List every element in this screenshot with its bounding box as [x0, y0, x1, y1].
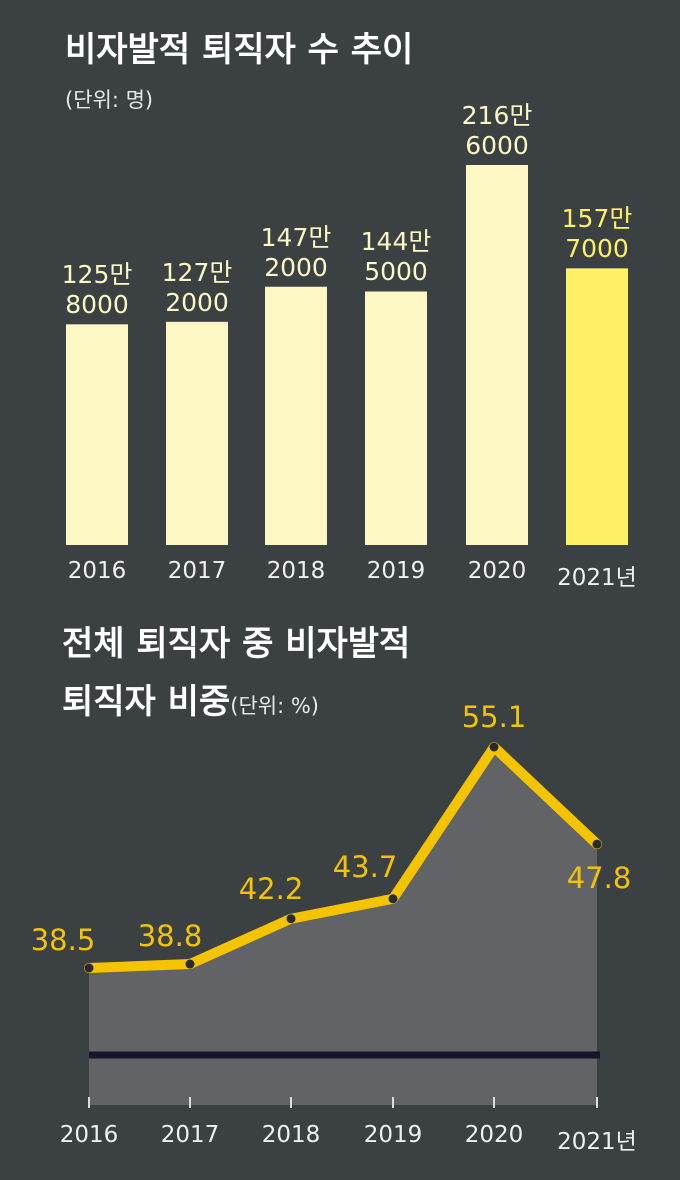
x-tick-label: 2019 — [366, 558, 426, 584]
x-tick-label: 2020 — [464, 1122, 524, 1148]
point — [489, 742, 499, 752]
chart-title: 전체 퇴직자 중 비자발적 퇴직자 비중 — [62, 624, 411, 722]
x-tick-label: 2016 — [59, 1122, 119, 1148]
value-label: 147만 2000 — [260, 222, 332, 282]
point — [185, 959, 195, 969]
value-label: 157만 7000 — [561, 204, 633, 264]
x-tick-label: 2021년 — [557, 1129, 637, 1155]
bar — [466, 165, 528, 545]
value-label: 125만 8000 — [61, 260, 133, 320]
bar — [166, 321, 228, 545]
area — [89, 747, 597, 1105]
bar — [365, 291, 427, 545]
value-label: 38.5 — [30, 923, 96, 957]
value-label: 127만 2000 — [161, 257, 233, 317]
chart-heading: 전체 퇴직자 중 비자발적 퇴직자 비중(단위: %) — [62, 618, 512, 734]
bar — [566, 268, 628, 545]
x-tick-label: 2019 — [363, 1122, 423, 1148]
chart-subtitle: (단위: 명) — [65, 88, 154, 112]
x-tick-label: 2020 — [467, 558, 527, 584]
value-label: 38.8 — [137, 919, 203, 953]
point — [592, 839, 602, 849]
point — [84, 963, 94, 973]
point — [286, 914, 296, 924]
bar — [66, 324, 128, 545]
x-tick-label: 2017 — [160, 1122, 220, 1148]
x-tick-label: 2017 — [167, 558, 227, 584]
line — [84, 742, 602, 973]
value-label: 42.2 — [238, 871, 304, 906]
value-label: 144만 5000 — [360, 227, 432, 287]
chart-title: 비자발적 퇴직자 수 추이 — [65, 30, 414, 70]
point — [388, 894, 398, 904]
x-tick-label: 2018 — [266, 558, 326, 584]
value-label: 216만 6000 — [461, 101, 533, 160]
x-tick-label: 2021년 — [557, 565, 637, 591]
value-label: 43.7 — [332, 849, 398, 884]
chart-subtitle: (단위: %) — [230, 694, 319, 718]
x-tick-label: 2016 — [67, 558, 127, 584]
x-tick-label: 2018 — [261, 1122, 321, 1148]
value-label: 47.8 — [566, 861, 632, 896]
value-label: 55.1 — [461, 700, 527, 734]
bar — [265, 286, 327, 545]
